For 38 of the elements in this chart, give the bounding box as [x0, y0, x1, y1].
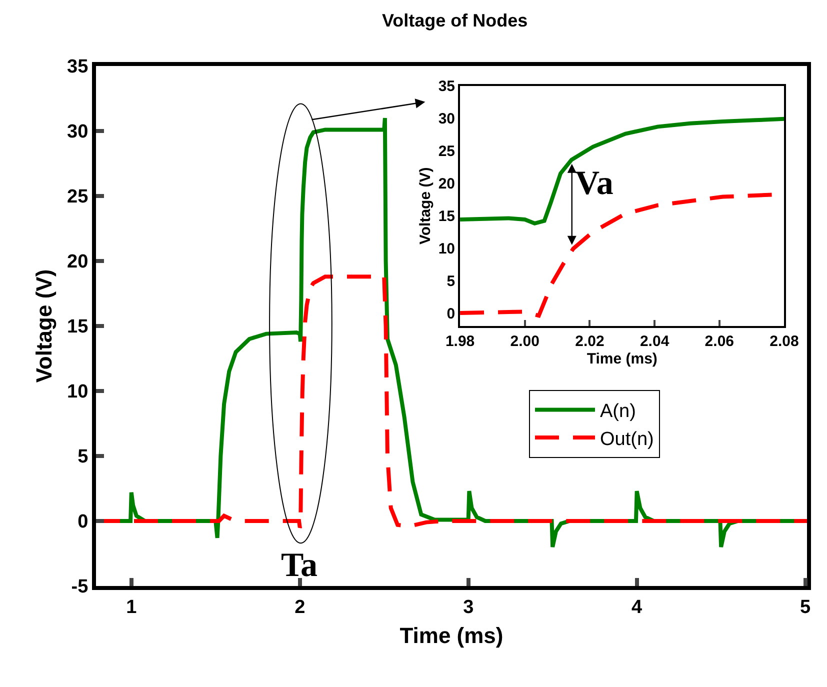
x-tick-label: 3 [463, 596, 474, 618]
x-axis-title: Time (ms) [586, 350, 658, 368]
y-tick-label: 10 [438, 240, 456, 258]
y-tick-label: 0 [78, 512, 88, 533]
annotation: Ta [281, 547, 318, 584]
x-tick-label: 1 [126, 596, 138, 618]
x-axis-title: Time (ms) [400, 623, 504, 648]
y-tick-label: 25 [438, 142, 456, 160]
x-tick-label: 2.02 [575, 333, 604, 350]
y-tick-label: -5 [71, 576, 89, 598]
y-tick-label: 30 [67, 122, 88, 143]
legend-label: Out(n) [600, 428, 654, 450]
x-tick-label: 2.06 [704, 333, 734, 350]
annotation: Va [575, 165, 614, 202]
line-series [460, 116, 784, 226]
y-tick-label: 5 [446, 272, 456, 290]
legend-label: A(n) [600, 401, 636, 422]
y-tick-label: 0 [446, 305, 456, 322]
y-axis-title: Voltage (V) [31, 269, 56, 383]
chart-title: Voltage of Nodes [382, 10, 528, 30]
y-tick-label: 35 [438, 78, 456, 96]
y-tick-label: 30 [438, 110, 456, 128]
y-tick-label: 5 [78, 446, 89, 468]
x-tick-label: 2.04 [640, 333, 670, 350]
y-tick-label: 35 [67, 56, 89, 78]
x-tick-label: 2 [294, 596, 306, 618]
y-tick-label: 25 [67, 186, 89, 208]
y-tick-label: 20 [438, 175, 456, 192]
y-tick-label: 20 [67, 252, 88, 273]
x-tick-label: 1.98 [445, 333, 475, 350]
x-tick-label: 2.08 [770, 333, 799, 350]
x-tick-label: 5 [800, 596, 812, 618]
y-axis-title: Voltage (V) [417, 167, 434, 244]
y-tick-label: 15 [67, 316, 89, 338]
y-tick-label: 15 [438, 208, 456, 225]
x-tick-label: 2.00 [510, 333, 540, 350]
x-tick-label: 4 [632, 596, 643, 618]
y-tick-label: 10 [67, 382, 88, 403]
